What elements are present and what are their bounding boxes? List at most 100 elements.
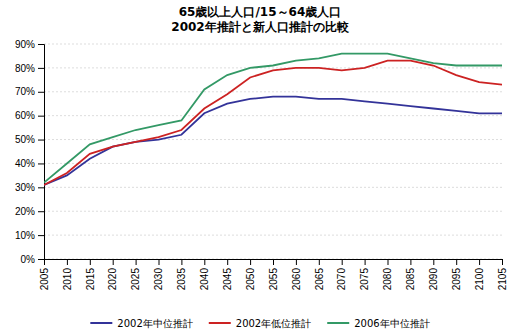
legend-label: 2002年中位推計 [117, 318, 192, 329]
x-tick-mark [136, 259, 137, 265]
x-tick-label: 2025 [130, 268, 141, 291]
x-tick-label: 2070 [336, 268, 347, 291]
x-tick-label: 2040 [199, 268, 210, 291]
x-tick: 2070 [336, 259, 347, 290]
x-tick-mark [456, 259, 457, 265]
y-axis: 0% 10% 20% 30% 40% 50% 60% 70% 80% 90% [15, 39, 45, 265]
y-tick-mark [38, 92, 44, 93]
chart-container: 65歳以上人口/15～64歳人口2002年推計と新人口推計の比較 2005 2010… [0, 0, 520, 335]
x-tick-mark [296, 259, 297, 265]
x-tick-label: 2065 [314, 268, 325, 291]
x-tick-label: 2060 [291, 268, 302, 291]
legend-label: 2006年中位推計 [354, 318, 429, 329]
y-tick: 20% [15, 206, 44, 217]
series-group [44, 54, 502, 185]
x-tick-label: 2030 [153, 268, 164, 291]
y-tick-mark [38, 163, 44, 164]
x-tick: 2005 [39, 259, 50, 290]
y-tick-label: 80% [15, 63, 35, 74]
grid-line [44, 235, 502, 236]
y-tick-mark [38, 140, 44, 141]
legend-item: 2002年低位推計 [209, 318, 311, 329]
x-tick-label: 2010 [62, 268, 73, 291]
x-tick-label: 2045 [222, 268, 233, 291]
x-tick: 2075 [359, 259, 370, 290]
x-tick-label: 2035 [176, 268, 187, 291]
x-tick: 2105 [497, 259, 508, 290]
x-tick-label: 2095 [451, 268, 462, 291]
x-tick: 2055 [268, 259, 279, 290]
x-tick-label: 2085 [405, 268, 416, 291]
x-tick-label: 2100 [474, 268, 485, 291]
legend: 2002年中位推計 2002年低位推計 2006年中位推計 [90, 318, 429, 329]
y-tick-label: 50% [15, 134, 35, 145]
x-tick: 2095 [451, 259, 462, 290]
x-tick-mark [433, 259, 434, 265]
x-tick-mark [479, 259, 480, 265]
x-tick-label: 2055 [268, 268, 279, 291]
legend-swatch [327, 322, 349, 324]
y-tick-mark [38, 235, 44, 236]
y-tick-label: 60% [15, 110, 35, 121]
chart-title: 65歳以上人口/15～64歳人口2002年推計と新人口推計の比較 [171, 5, 349, 34]
x-tick-label: 2020 [107, 268, 118, 291]
chart-title-line: 2002年推計と新人口推計の比較 [171, 20, 349, 34]
x-tick: 2020 [107, 259, 118, 290]
x-tick-mark [342, 259, 343, 265]
grid-line [44, 44, 502, 45]
y-tick-label: 40% [15, 158, 35, 169]
x-tick-mark [502, 259, 503, 265]
y-tick-label: 0% [21, 254, 36, 265]
y-tick-label: 30% [15, 182, 35, 193]
y-tick-label: 10% [15, 230, 35, 241]
x-tick-mark [273, 259, 274, 265]
x-tick: 2035 [176, 259, 187, 290]
grid-line [44, 67, 502, 68]
y-tick-label: 90% [15, 39, 35, 50]
x-tick: 2080 [382, 259, 393, 290]
x-tick: 2030 [153, 259, 164, 290]
y-tick-label: 20% [15, 206, 35, 217]
grid-line [44, 211, 502, 212]
y-tick-mark [38, 211, 44, 212]
x-tick: 2065 [314, 259, 325, 290]
grid-line [44, 139, 502, 140]
x-tick-mark [113, 259, 114, 265]
y-tick-label: 70% [15, 86, 35, 97]
grid-line [44, 187, 502, 188]
x-tick: 2015 [85, 259, 96, 290]
x-tick-mark [319, 259, 320, 265]
series-line [44, 61, 502, 185]
x-tick-label: 2005 [39, 268, 50, 291]
y-tick: 50% [15, 134, 44, 145]
y-tick-mark [38, 187, 44, 188]
x-tick-mark [90, 259, 91, 265]
x-axis-line [45, 260, 503, 266]
x-tick: 2045 [222, 259, 233, 290]
y-tick: 60% [15, 110, 44, 121]
series-line [44, 54, 502, 183]
chart-title-line: 65歳以上人口/15～64歳人口 [179, 5, 341, 19]
x-tick: 2090 [428, 259, 439, 290]
y-tick: 90% [15, 39, 44, 50]
x-tick-mark [227, 259, 228, 265]
x-tick-mark [388, 259, 389, 265]
chart-svg: 65歳以上人口/15～64歳人口2002年推計と新人口推計の比較 2005 2010… [0, 0, 520, 335]
y-tick-mark [38, 44, 44, 45]
legend-swatch [90, 322, 112, 324]
x-tick-label: 2105 [497, 268, 508, 291]
x-tick: 2040 [199, 259, 210, 290]
y-tick-mark [38, 116, 44, 117]
grid [44, 44, 502, 259]
x-tick-mark [204, 259, 205, 265]
x-tick-mark [67, 259, 68, 265]
grid-line [44, 91, 502, 92]
y-tick: 0% [21, 254, 44, 265]
x-tick: 2085 [405, 259, 416, 290]
plot-area: 2005201020152020202520302035204020452050… [15, 39, 508, 291]
x-tick-label: 2080 [382, 268, 393, 291]
y-tick: 40% [15, 158, 44, 169]
legend-label: 2002年低位推計 [236, 318, 311, 329]
y-axis-line [38, 45, 45, 260]
grid-line [44, 115, 502, 116]
